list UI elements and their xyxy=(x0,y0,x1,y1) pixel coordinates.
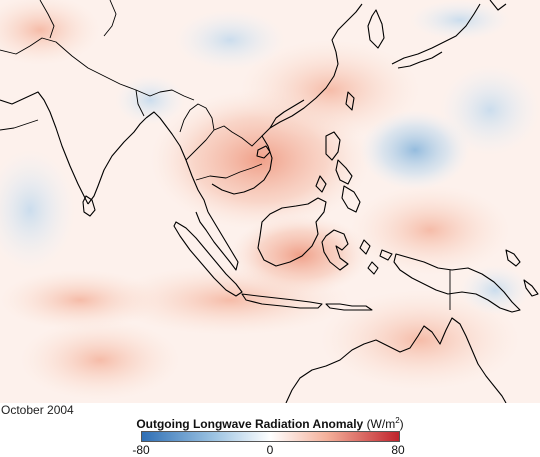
legend-unit: (W/m2) xyxy=(366,416,404,431)
anomaly-field xyxy=(0,0,540,400)
date-label: October 2004 xyxy=(1,403,74,417)
coastlines xyxy=(0,0,539,403)
legend-title-text: Outgoing Longwave Radiation Anomaly xyxy=(136,417,364,431)
legend-colorbar xyxy=(141,431,400,442)
legend-max-label: 80 xyxy=(391,443,405,457)
legend-mid-label: 0 xyxy=(266,443,274,457)
legend-min-label: -80 xyxy=(132,443,150,457)
anomaly-map xyxy=(0,0,540,403)
legend-title: Outgoing Longwave Radiation Anomaly (W/m… xyxy=(0,416,540,431)
